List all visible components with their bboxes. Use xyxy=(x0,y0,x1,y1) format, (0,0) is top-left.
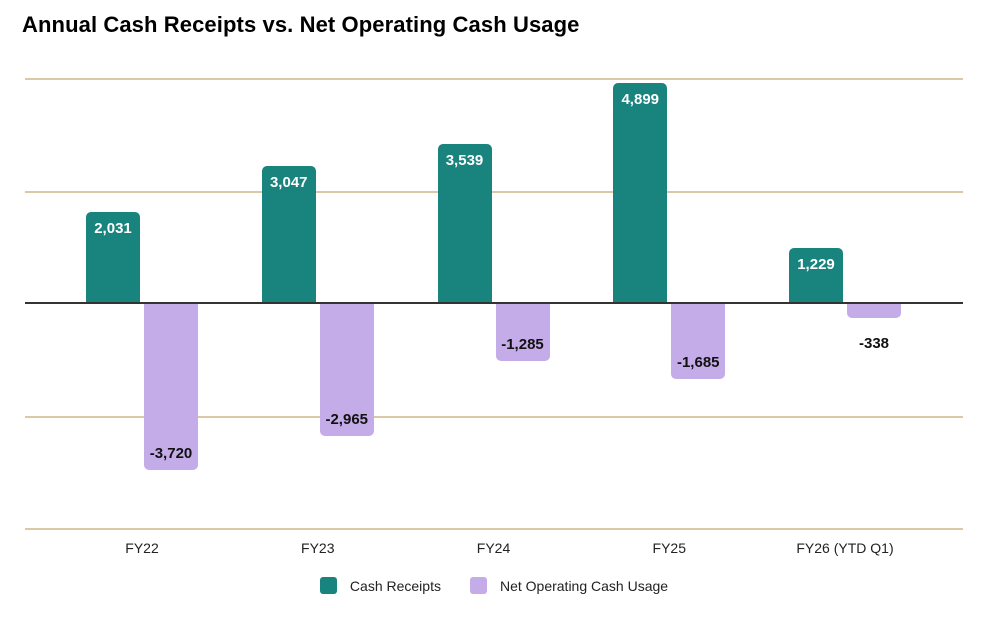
bar-value-label: 2,031 xyxy=(94,219,132,237)
x-axis-label-fy24: FY24 xyxy=(476,540,511,556)
bar-cash-receipts xyxy=(789,247,843,303)
x-axis-label-fy25: FY25 xyxy=(652,540,686,556)
bar-net-operating-cash-usage xyxy=(847,303,901,319)
bar-cash-receipts xyxy=(86,211,140,303)
legend-label-net-operating-cash-usage: Net Operating Cash Usage xyxy=(499,577,669,594)
bar-value-label: -338 xyxy=(858,335,890,353)
gridline xyxy=(25,190,963,193)
bar-value-label: -2,965 xyxy=(325,411,369,429)
legend-item-cash-receipts: Cash Receipts xyxy=(319,577,441,594)
gridline xyxy=(25,78,963,80)
legend-swatch-net-operating-cash-usage xyxy=(469,577,487,594)
bar-cash-receipts xyxy=(437,143,492,303)
bar-cash-receipts xyxy=(261,165,316,303)
bar-value-label: 1,229 xyxy=(797,255,835,273)
bar-value-label: -3,720 xyxy=(149,445,193,463)
bar-value-label: 4,899 xyxy=(621,90,660,108)
legend-swatch-cash-receipts xyxy=(319,577,337,594)
gridline xyxy=(25,415,963,418)
bar-cash-receipts xyxy=(613,82,668,303)
legend-label-cash-receipts: Cash Receipts xyxy=(349,577,441,594)
legend: Cash Receipts Net Operating Cash Usage xyxy=(0,577,988,594)
gridline xyxy=(25,528,963,530)
x-axis-label-fy26-ytd-q1: FY26 (YTD Q1) xyxy=(796,540,894,556)
zero-axis-line xyxy=(25,302,963,304)
legend-item-net-operating-cash-usage: Net Operating Cash Usage xyxy=(469,577,669,594)
bar-net-operating-cash-usage xyxy=(671,303,726,379)
bar-value-label: -1,685 xyxy=(676,353,720,371)
bar-value-label: -1,285 xyxy=(501,335,544,353)
bar-value-label: 3,539 xyxy=(445,151,484,169)
bar-net-operating-cash-usage xyxy=(144,303,198,471)
bar-net-operating-cash-usage xyxy=(495,303,550,361)
x-axis-label-fy22: FY22 xyxy=(125,540,159,556)
x-axis-label-fy23: FY23 xyxy=(301,540,335,556)
bar-net-operating-cash-usage xyxy=(319,303,374,437)
chart-title: Annual Cash Receipts vs. Net Operating C… xyxy=(22,12,580,37)
bar-value-label: 3,047 xyxy=(269,173,308,191)
